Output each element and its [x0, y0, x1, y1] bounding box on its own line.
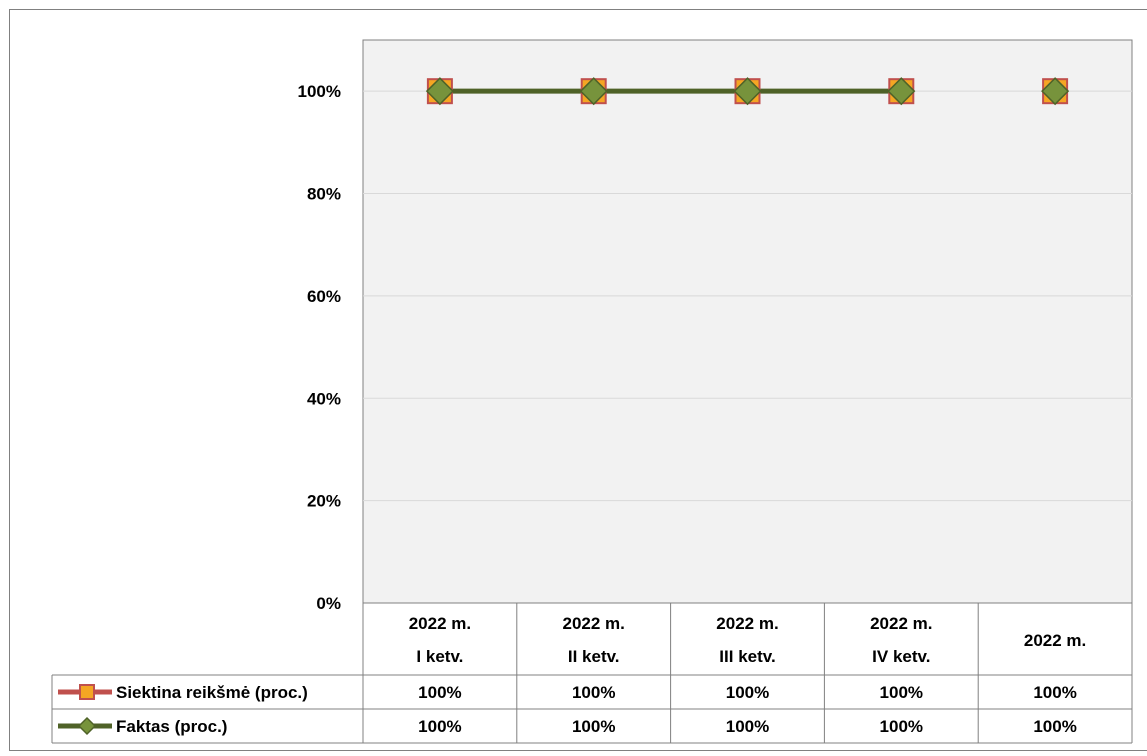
y-tick-label: 0% [316, 594, 341, 613]
table-value-cell: 100% [1033, 717, 1076, 736]
plot-area [363, 40, 1132, 603]
legend-marker-key [80, 685, 94, 699]
category-label: II ketv. [568, 647, 620, 666]
table-value-cell: 100% [418, 683, 461, 702]
y-tick-label: 20% [307, 492, 341, 511]
table-value-cell: 100% [726, 717, 769, 736]
table-value-cell: 100% [418, 717, 461, 736]
category-label: 2022 m. [870, 614, 932, 633]
y-tick-label: 60% [307, 287, 341, 306]
legend-series-name: Siektina reikšmė (proc.) [116, 683, 308, 702]
table-value-cell: 100% [726, 683, 769, 702]
category-label: 2022 m. [1024, 631, 1086, 650]
category-label: 2022 m. [409, 614, 471, 633]
table-value-cell: 100% [1033, 683, 1076, 702]
category-label: IV ketv. [872, 647, 930, 666]
legend-marker-key [79, 718, 95, 734]
table-value-cell: 100% [880, 717, 923, 736]
category-label: I ketv. [416, 647, 463, 666]
category-label: 2022 m. [563, 614, 625, 633]
table-value-cell: 100% [880, 683, 923, 702]
category-label: III ketv. [719, 647, 775, 666]
table-value-cell: 100% [572, 717, 615, 736]
y-tick-label: 80% [307, 185, 341, 204]
legend-series-name: Faktas (proc.) [116, 717, 227, 736]
y-tick-label: 40% [307, 389, 341, 408]
category-label: 2022 m. [716, 614, 778, 633]
y-tick-label: 100% [298, 82, 341, 101]
table-value-cell: 100% [572, 683, 615, 702]
